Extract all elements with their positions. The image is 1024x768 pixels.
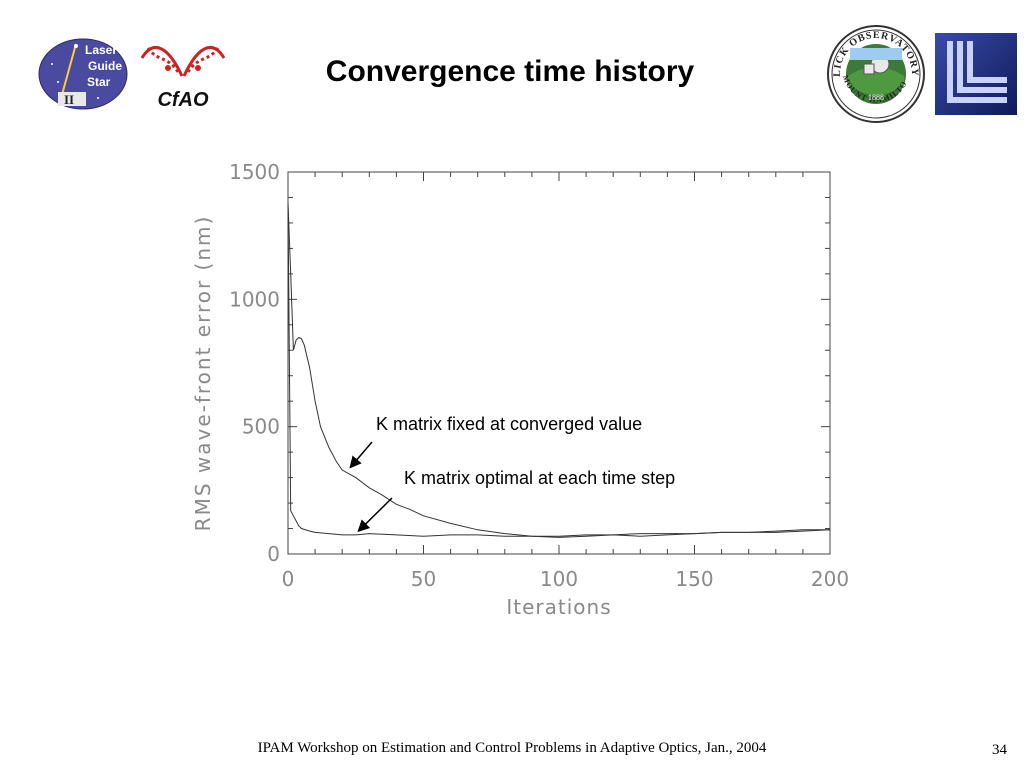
- y-tick-label: 500: [242, 415, 280, 439]
- logo-text-star: Star: [87, 75, 111, 89]
- uc-logo: [935, 33, 1017, 115]
- annotation-arrows: [349, 441, 393, 533]
- annotation-arrow-1: [349, 441, 373, 469]
- seal-year: 1888: [868, 93, 884, 102]
- convergence-chart: 0 50 100 150 200 0 500 1000 1500 Iterations RMS …: [191, 160, 849, 619]
- annotation-optimal-k: K matrix optimal at each time step: [404, 468, 676, 488]
- y-axis-label: RMS wave-front error (nm): [191, 215, 215, 532]
- series-lines: [287, 202, 831, 538]
- x-tick-label: 0: [282, 567, 295, 591]
- series-line-2: [287, 202, 831, 537]
- axis-ticks: [287, 171, 831, 555]
- y-tick-label: 0: [267, 542, 280, 566]
- x-tick-label: 50: [411, 567, 436, 591]
- annotation-arrow-2: [357, 497, 393, 533]
- logo-text-laser: Laser: [85, 43, 117, 57]
- tick-labels: 0 50 100 150 200 0 500 1000 1500: [229, 160, 849, 591]
- page-number: 34: [992, 742, 1007, 758]
- plot-frame: [287, 171, 831, 555]
- annotation-fixed-k: K matrix fixed at converged value: [376, 414, 643, 434]
- logo-text-guide: Guide: [88, 59, 122, 73]
- x-tick-label: 100: [540, 567, 578, 591]
- series-line-1: [287, 202, 830, 538]
- x-axis-label: Iterations: [506, 595, 611, 619]
- logo-text-ii: II: [64, 92, 74, 107]
- lick-observatory-seal: LICK OBSERVATORY MOUNT HAMILTON 1888: [824, 24, 925, 123]
- x-tick-label: 200: [811, 567, 849, 591]
- x-tick-label: 150: [675, 567, 713, 591]
- y-tick-label: 1000: [229, 287, 280, 311]
- logo-text-cfao: CfAO: [157, 89, 209, 111]
- cfao-logo: CfAO: [140, 46, 226, 111]
- plot-border: [287, 171, 831, 555]
- slide-footer: IPAM Workshop on Estimation and Control …: [257, 740, 767, 756]
- laser-guide-star-logo: Laser Guide Star II: [38, 38, 128, 110]
- slide-title: Convergence time history: [325, 55, 695, 88]
- y-tick-label: 1500: [229, 160, 280, 184]
